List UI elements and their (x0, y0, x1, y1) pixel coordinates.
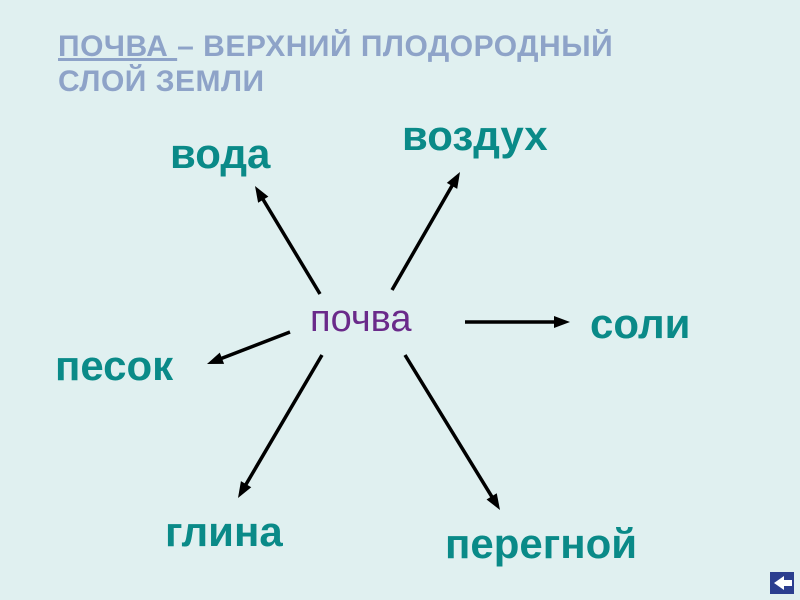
arrow-left-icon (770, 572, 794, 594)
node-glina: глина (165, 508, 283, 556)
title-underlined: ПОЧВА (58, 30, 177, 63)
node-pesok: песок (55, 342, 173, 390)
title-line-1: ПОЧВА – ВЕРХНИЙ ПЛОДОРОДНЫЙ (58, 30, 613, 64)
node-vozdukh: воздух (402, 112, 548, 160)
node-soli: соли (590, 300, 690, 348)
node-peregnoy: перегной (445, 520, 637, 568)
nav-back-button[interactable] (770, 572, 794, 594)
title-line-2: СЛОЙ ЗЕМЛИ (58, 65, 265, 99)
title-rest: – ВЕРХНИЙ ПЛОДОРОДНЫЙ (177, 30, 613, 63)
center-node: почва (310, 298, 412, 341)
node-voda: вода (170, 130, 270, 178)
